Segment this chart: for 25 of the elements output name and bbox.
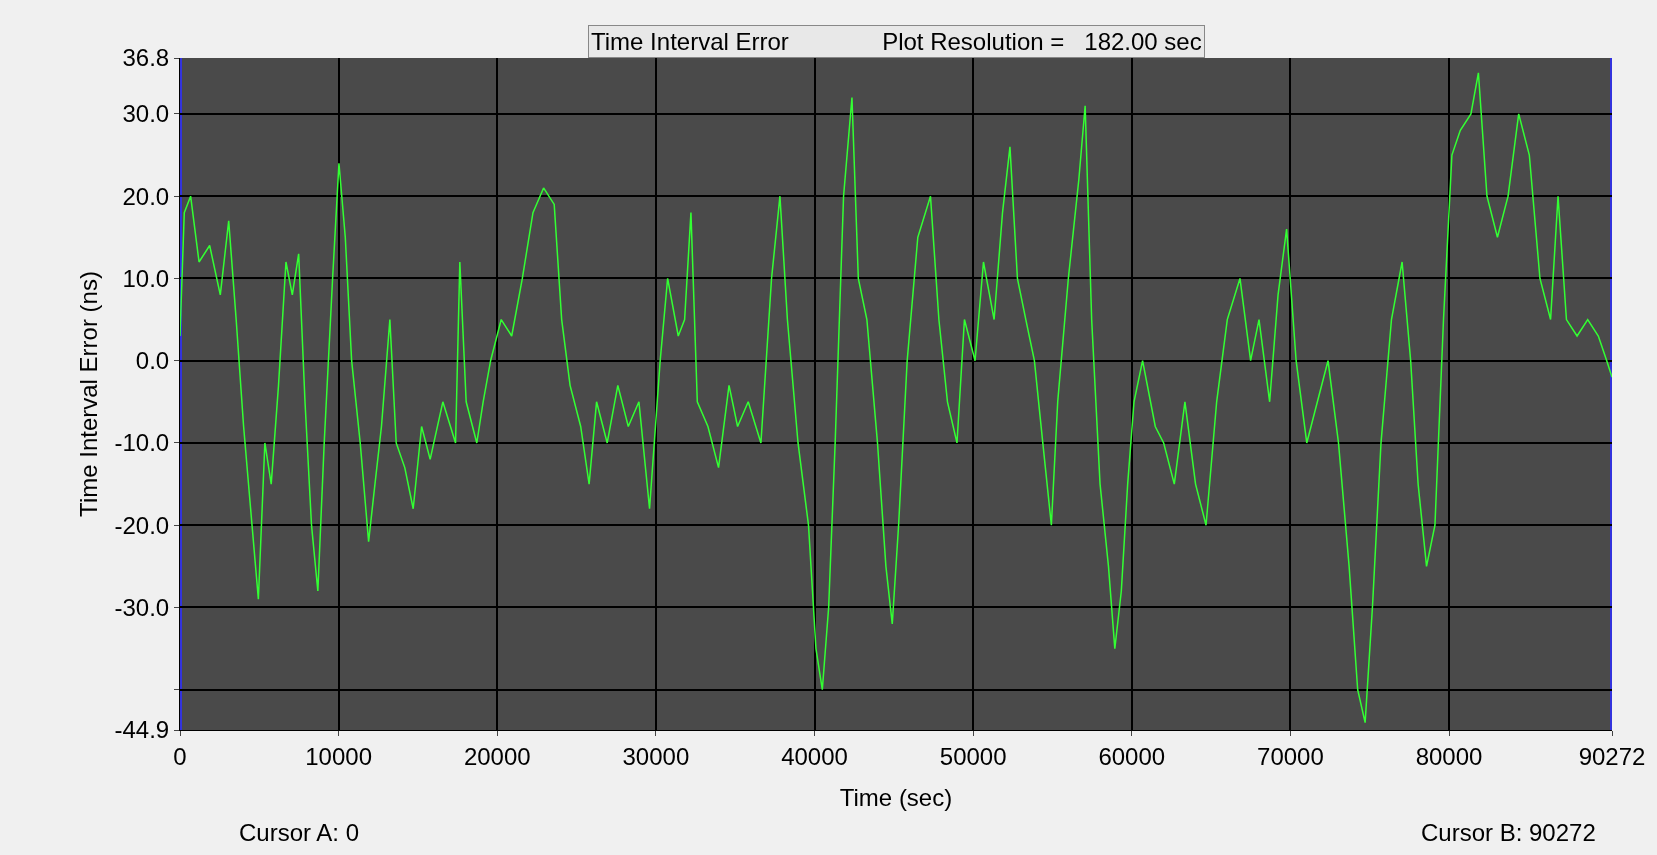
y-tick-label: -44.9 — [114, 716, 170, 744]
y-tick-label: 0.0 — [135, 347, 170, 375]
y-tick-label: 10.0 — [122, 264, 170, 292]
text: Cursor A: 0 — [239, 819, 360, 846]
y-tick-label: -10.0 — [114, 429, 170, 457]
x-tick-label: 50000 — [939, 742, 1007, 770]
x-tick-label: 30000 — [622, 742, 690, 770]
x-tick-label: 60000 — [1098, 742, 1166, 770]
y-axis-title: Time Interval Error (ns) — [74, 271, 102, 517]
x-tick-label: 40000 — [781, 742, 848, 770]
chart-title: Time Interval Error Plot Resolution = 182.00 sec — [591, 28, 1202, 55]
y-tick-label: 20.0 — [122, 182, 170, 210]
y-tick-label: -20.0 — [114, 511, 170, 539]
x-tick-label: 80000 — [1415, 742, 1483, 770]
y-tick-label: 30.0 — [122, 100, 170, 128]
x-tick-label: 20000 — [463, 742, 531, 770]
text: Cursor B: 90272 — [1421, 819, 1596, 846]
x-tick-label: 90272 — [1578, 742, 1646, 770]
y-tick-label: 36.8 — [122, 44, 170, 72]
x-tick-label: 70000 — [1257, 742, 1324, 770]
line-series — [180, 72, 1612, 724]
x-tick-label: 0 — [173, 742, 187, 770]
x-axis-title: Time (sec) — [839, 784, 953, 812]
x-tick-label: 10000 — [305, 742, 373, 770]
y-tick-label: -30.0 — [114, 593, 170, 621]
